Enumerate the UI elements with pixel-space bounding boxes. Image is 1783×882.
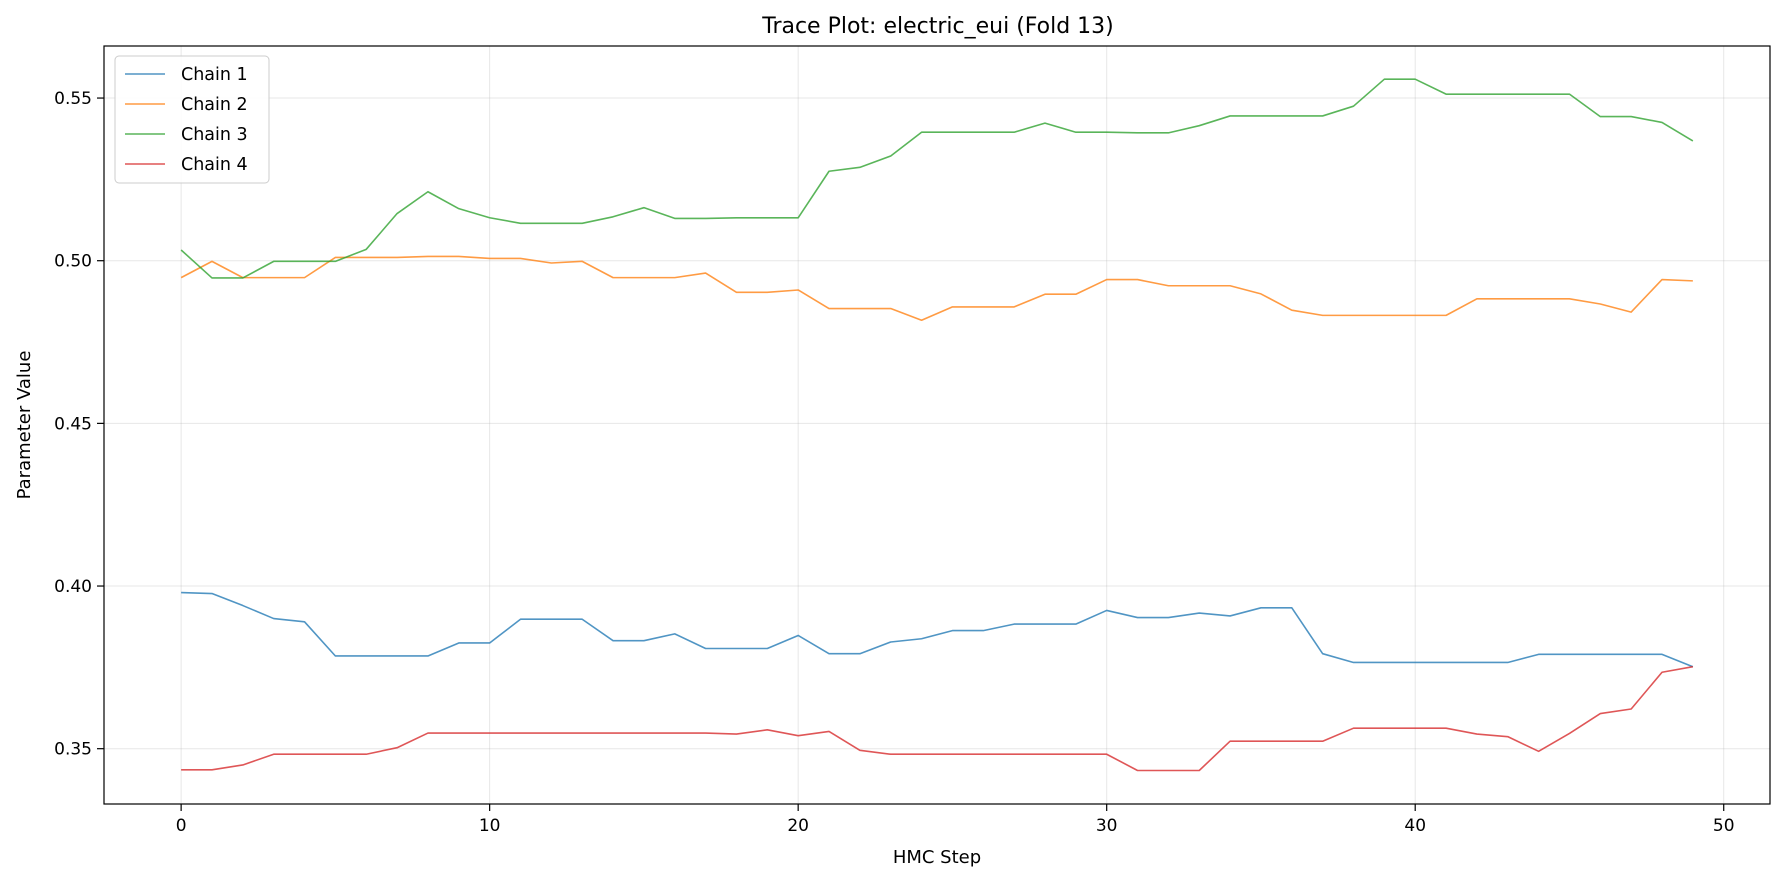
legend: Chain 1 Chain 2 Chain 3 Chain 4 — [114, 55, 270, 184]
legend-label-chain-3: Chain 3 — [181, 125, 248, 145]
x-tick-label: 0 — [176, 816, 187, 836]
series-line-chain-1 — [181, 591, 1694, 668]
legend-label-chain-4: Chain 4 — [181, 155, 248, 175]
y-tick-label: 0.35 — [54, 740, 92, 760]
x-tick-label: 10 — [479, 816, 501, 836]
y-axis-ticks: 0.35 0.40 0.45 0.50 0.55 — [54, 89, 104, 760]
legend-label-chain-1: Chain 1 — [181, 65, 248, 85]
y-tick-label: 0.40 — [54, 577, 92, 597]
chart-title: Trace Plot: electric_eui (Fold 13) — [761, 14, 1114, 39]
y-tick-label: 0.50 — [54, 252, 92, 272]
legend-entries: Chain 1 Chain 2 Chain 3 Chain 4 — [125, 65, 248, 175]
x-axis-ticks: 0 10 20 30 40 50 — [176, 804, 1735, 836]
series-line-chain-3 — [180, 78, 1694, 279]
x-tick-label: 40 — [1404, 816, 1426, 836]
y-tick-label: 0.55 — [54, 89, 92, 109]
legend-box — [114, 55, 270, 184]
x-tick-label: 50 — [1713, 816, 1735, 836]
y-tick-label: 0.45 — [54, 414, 92, 434]
x-axis-label: HMC Step — [893, 847, 981, 868]
plot-area-frame — [103, 45, 1771, 805]
series-line-chain-2 — [180, 255, 1693, 322]
x-tick-label: 20 — [787, 816, 809, 836]
legend-label-chain-2: Chain 2 — [181, 95, 248, 115]
x-tick-label: 30 — [1096, 816, 1118, 836]
y-axis-label: Parameter Value — [14, 351, 35, 500]
series-lines — [180, 78, 1694, 772]
grid-lines — [104, 46, 1770, 804]
series-line-chain-4 — [181, 665, 1694, 772]
